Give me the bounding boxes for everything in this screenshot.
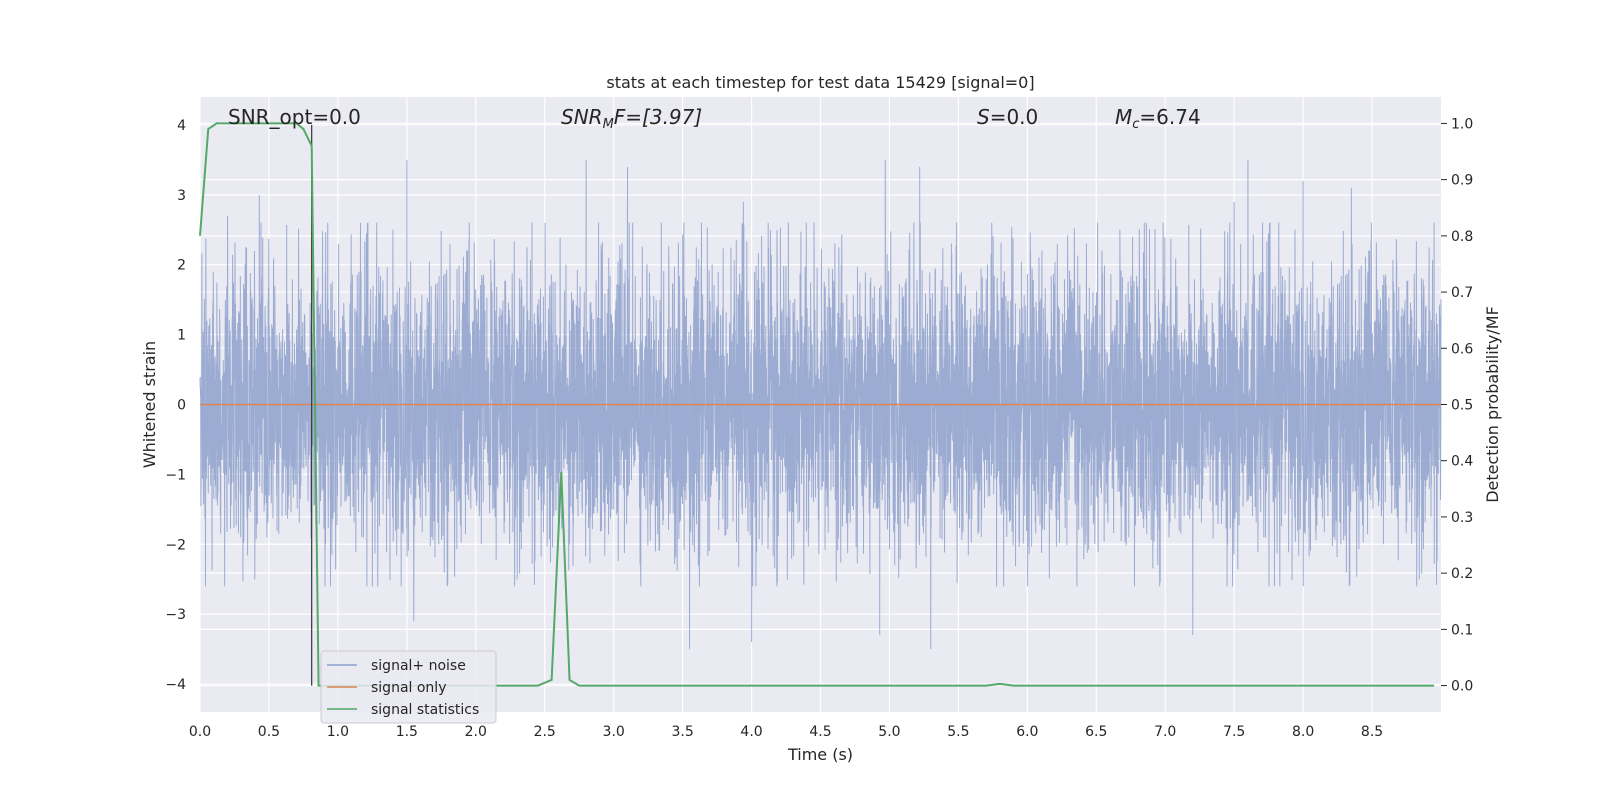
x-tick-label: 4.0 bbox=[740, 724, 762, 740]
x-tick-label: 5.0 bbox=[878, 724, 900, 740]
x-tick-label: 8.0 bbox=[1292, 724, 1314, 740]
y-tick-label: 3 bbox=[177, 188, 186, 204]
x-tick-label: 0.5 bbox=[258, 724, 280, 740]
mc-symbol: M bbox=[1115, 105, 1132, 129]
x-tick-label: 7.0 bbox=[1154, 724, 1176, 740]
legend-label-signal-noise: signal+ noise bbox=[371, 658, 466, 674]
y-tick-label: 2 bbox=[177, 258, 186, 274]
mc-subscript: c bbox=[1132, 117, 1139, 132]
series-signal-noise bbox=[199, 159, 1442, 650]
series-lines bbox=[199, 122, 1441, 687]
x-tick-label: 2.0 bbox=[465, 724, 487, 740]
y2-tick-label: 0.2 bbox=[1451, 566, 1473, 582]
y2-tick-label: 1.0 bbox=[1451, 116, 1473, 132]
legend-label-signal-only: signal only bbox=[371, 680, 446, 696]
annotation-snr-opt: SNR_opt=0.0 bbox=[228, 105, 361, 129]
mc-value: =6.74 bbox=[1139, 105, 1200, 129]
y-tick-label: 4 bbox=[177, 118, 186, 134]
x-tick-label: 6.5 bbox=[1085, 724, 1107, 740]
x-tick-label: 1.0 bbox=[327, 724, 349, 740]
y2-axis-label: Detection probability/MF bbox=[1483, 306, 1502, 503]
x-tick-label: 2.5 bbox=[534, 724, 556, 740]
x-tick-label: 3.5 bbox=[671, 724, 693, 740]
chart-title: stats at each timestep for test data 154… bbox=[606, 73, 1034, 92]
x-tick-label: 7.5 bbox=[1223, 724, 1245, 740]
x-tick-label: 1.5 bbox=[396, 724, 418, 740]
signal-statistics-line bbox=[199, 122, 1435, 687]
y2-tick-label: 0.3 bbox=[1451, 510, 1473, 526]
annotations: SNR_opt=0.0 SNRMF=[3.97] S=0.0 Mc=6.74 bbox=[228, 105, 1201, 132]
legend-label-signal-statistics: signal statistics bbox=[371, 702, 479, 718]
x-tick-label: 0.0 bbox=[189, 724, 211, 740]
legend: signal+ noise signal only signal statist… bbox=[320, 650, 497, 724]
annotation-s: S=0.0 bbox=[977, 105, 1038, 129]
snr-mf-value: F=[3.97] bbox=[614, 105, 702, 129]
y2-tick-label: 0.5 bbox=[1451, 398, 1473, 414]
y-tick-label: 1 bbox=[177, 328, 186, 344]
axis-ticks: 0.0 0.5 1.0 1.5 2.0 2.5 3.0 3.5 4.0 4.5 5.0 5.5 6.0 6… bbox=[165, 116, 1473, 740]
y2-tick-label: 0.8 bbox=[1451, 229, 1473, 245]
x-tick-label: 8.5 bbox=[1361, 724, 1383, 740]
y-tick-label: −3 bbox=[165, 607, 186, 623]
y2-tick-label: 0.1 bbox=[1451, 622, 1473, 638]
y2-tick-label: 0.7 bbox=[1451, 285, 1473, 301]
y2-tick-label: 0.9 bbox=[1451, 173, 1473, 189]
y2-tick-label: 0.4 bbox=[1451, 454, 1473, 470]
y2-tick-label: 0.6 bbox=[1451, 341, 1473, 357]
y2-tick-label: 0.0 bbox=[1451, 679, 1473, 695]
x-tick-label: 5.5 bbox=[947, 724, 969, 740]
signal-noise-line bbox=[199, 159, 1442, 650]
annotation-mc: Mc=6.74 bbox=[1115, 105, 1201, 132]
x-axis-label: Time (s) bbox=[787, 745, 853, 764]
y-tick-label: −1 bbox=[165, 467, 186, 483]
y-tick-label: −4 bbox=[165, 677, 186, 693]
y-tick-label: −2 bbox=[165, 537, 186, 553]
snr-mf-subscript: M bbox=[603, 117, 614, 132]
y-axis-label: Whitened strain bbox=[140, 341, 159, 468]
x-tick-label: 4.5 bbox=[809, 724, 831, 740]
snr-mf-symbol: SNR bbox=[561, 105, 603, 129]
s-symbol: S bbox=[977, 105, 990, 129]
legend-box bbox=[320, 650, 497, 724]
s-value: =0.0 bbox=[990, 105, 1039, 129]
annotation-snr-mf: SNRMF=[3.97] bbox=[561, 105, 702, 132]
y-tick-label: 0 bbox=[177, 398, 186, 414]
x-tick-label: 3.0 bbox=[603, 724, 625, 740]
x-tick-label: 6.0 bbox=[1016, 724, 1038, 740]
